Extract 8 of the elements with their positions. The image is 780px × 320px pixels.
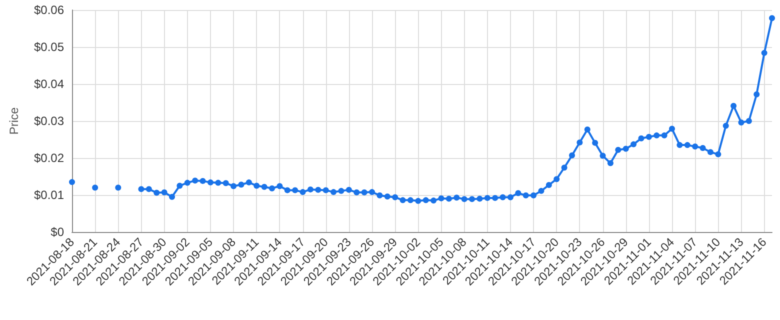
y-tick-label: $0 [50,225,64,239]
y-axis-title: Price [7,107,21,135]
y-tick-label: $0.04 [34,77,64,91]
y-tick-label: $0.05 [34,40,64,54]
y-tick-label: $0.06 [34,3,64,17]
y-tick-label: $0.03 [34,114,64,128]
y-tick-label: $0.01 [34,188,64,202]
y-tick-label: $0.02 [34,151,64,165]
